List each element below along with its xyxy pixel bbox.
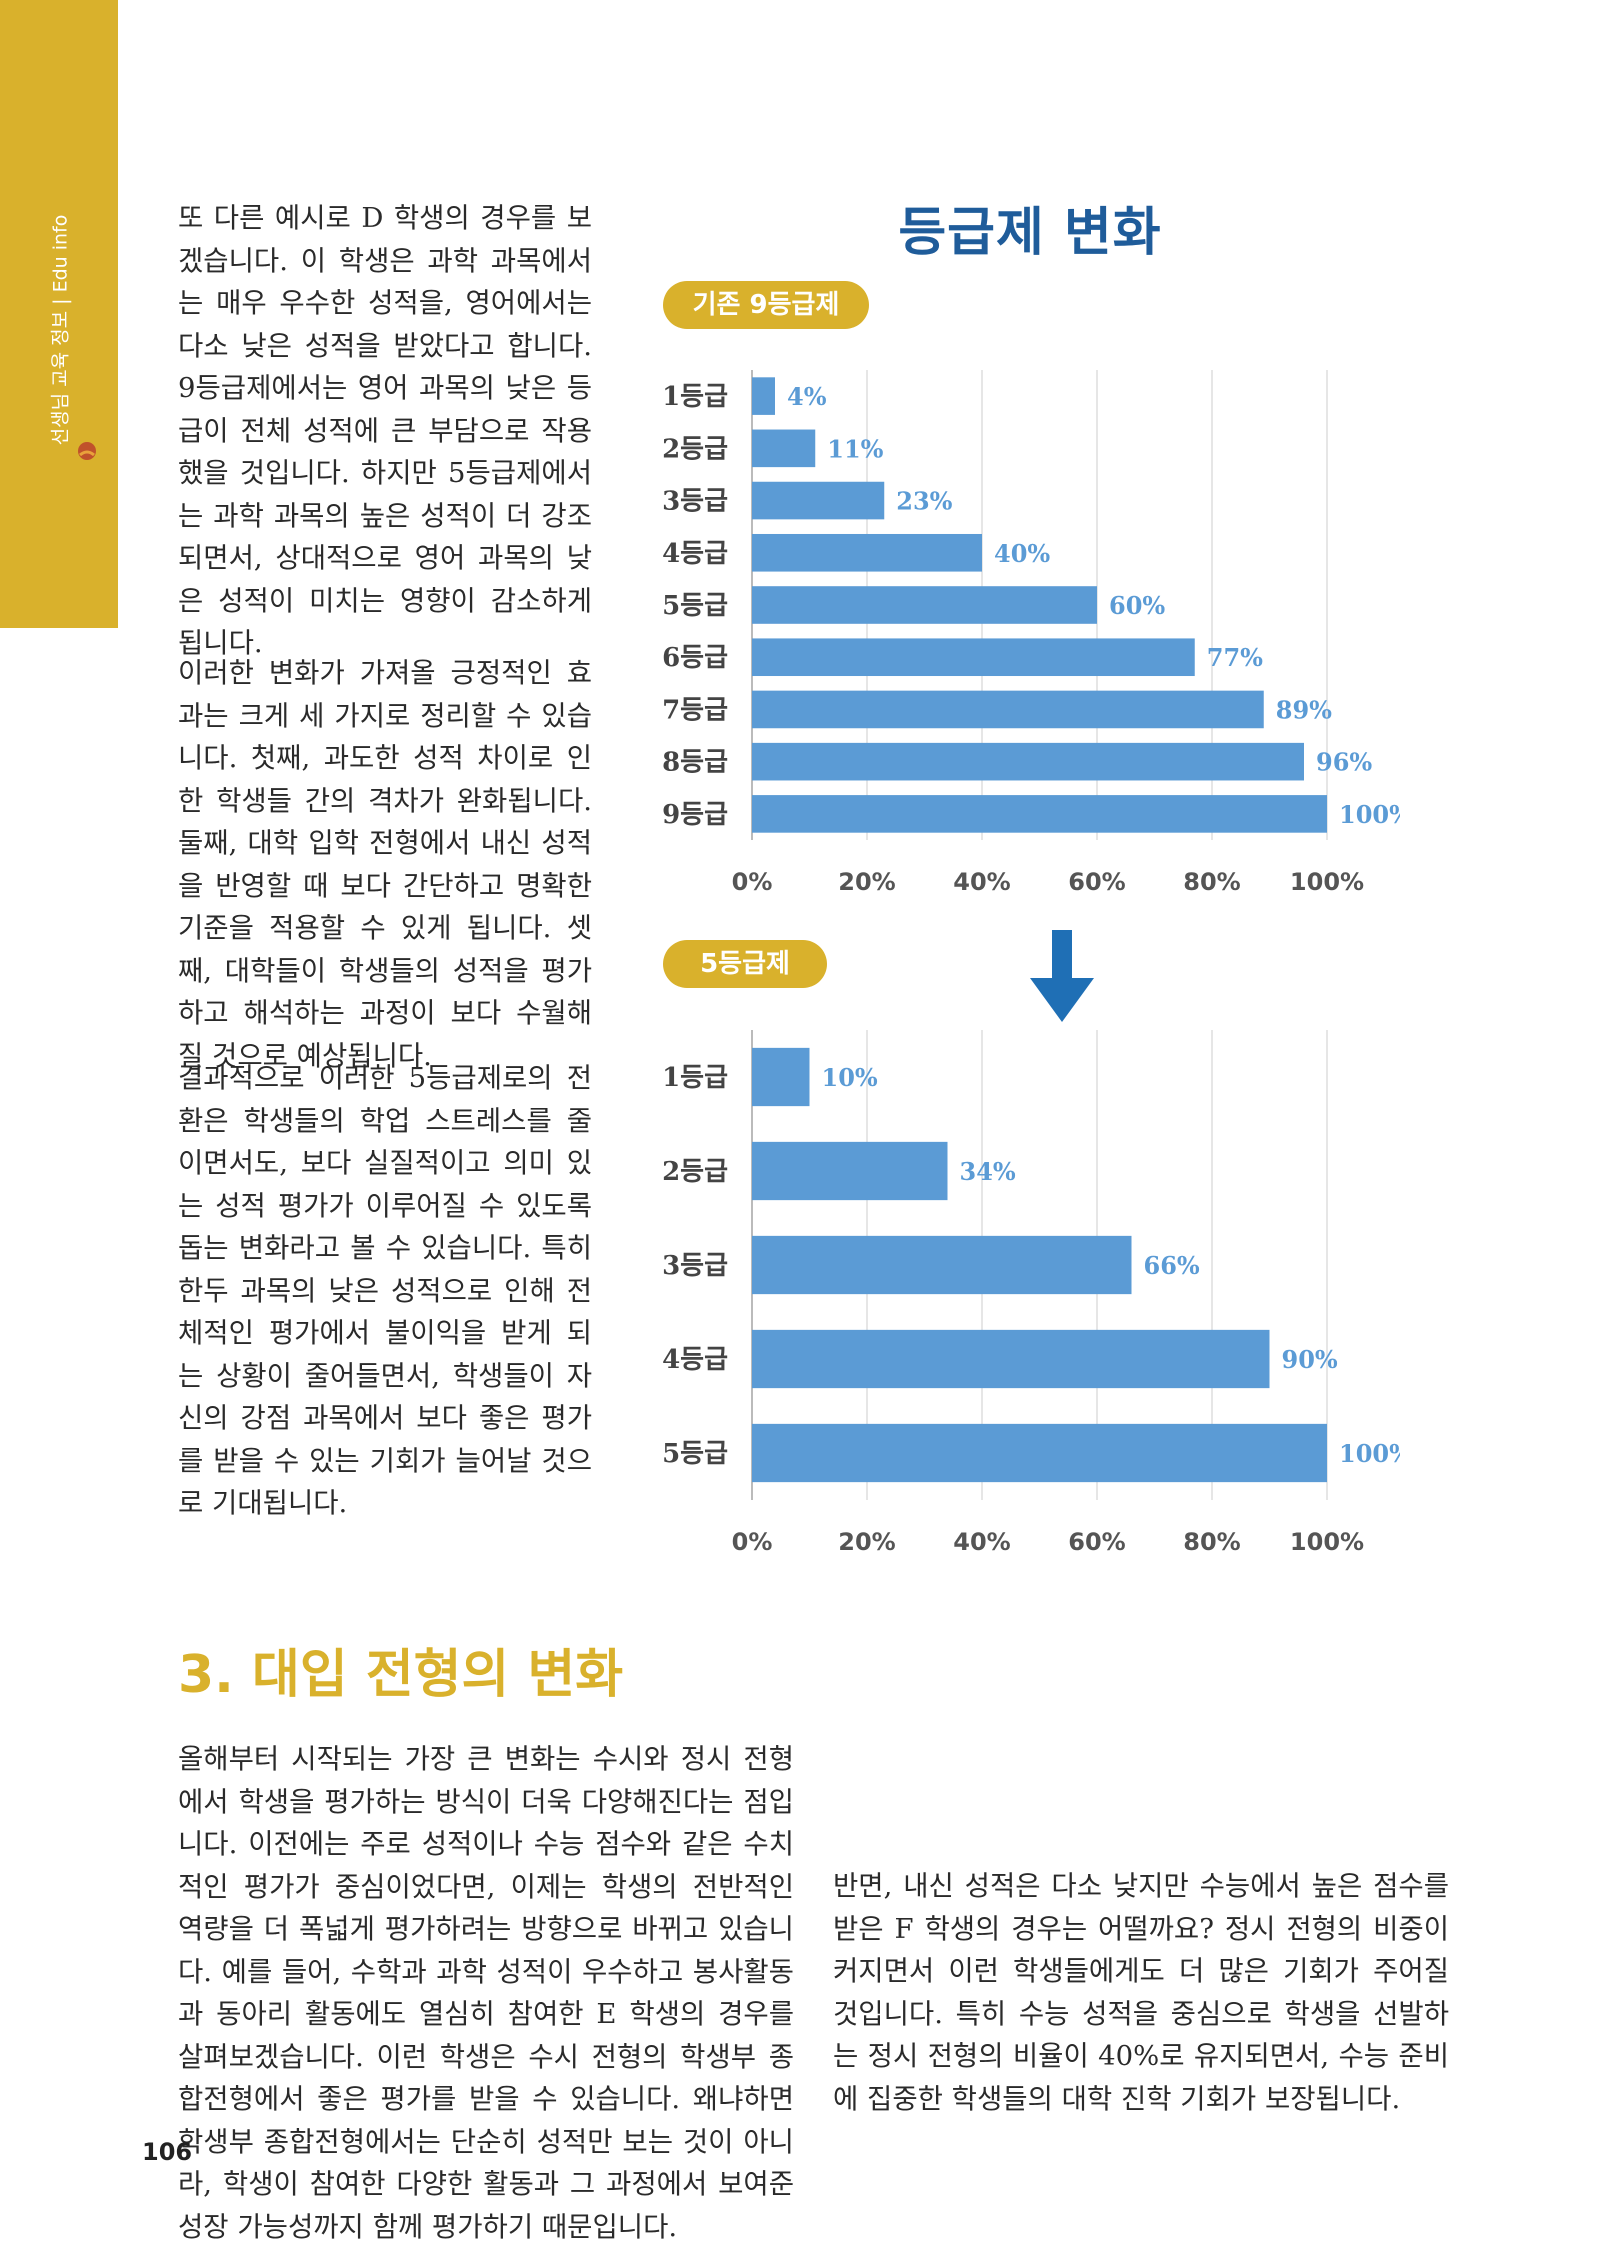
category-label: 9등급 xyxy=(662,800,728,830)
x-tick-label: 0% xyxy=(732,1528,773,1556)
category-label: 3등급 xyxy=(662,487,728,517)
bar xyxy=(752,377,775,415)
bar xyxy=(752,638,1195,677)
x-tick-label: 60% xyxy=(1068,1528,1125,1556)
data-label: 90% xyxy=(1282,1345,1338,1374)
x-tick-label: 100% xyxy=(1290,868,1364,896)
body-paragraph-grade-example: 또 다른 예시로 D 학생의 경우를 보겠습니다. 이 학생은 과학 과목에서는… xyxy=(178,202,592,659)
body-paragraph-positive-effects: 이러한 변화가 가져올 긍정적인 효과는 크게 세 가지로 정리할 수 있습니다… xyxy=(178,657,592,1072)
chart-label-9-grade: 기존 9등급제 xyxy=(663,281,869,329)
x-tick-label: 40% xyxy=(953,868,1010,896)
category-label: 2등급 xyxy=(662,434,728,464)
bar xyxy=(752,1047,810,1107)
data-label: 77% xyxy=(1207,643,1263,672)
x-tick-label: 100% xyxy=(1290,1528,1364,1556)
sun-rise-icon xyxy=(78,442,96,460)
category-label: 1등급 xyxy=(662,382,728,412)
bar xyxy=(752,1423,1327,1483)
section-heading: 3. 대입 전형의 변화 xyxy=(178,1645,624,1705)
down-arrow-icon xyxy=(1030,930,1094,1022)
bar xyxy=(752,742,1304,781)
data-label: 4% xyxy=(787,382,827,411)
x-tick-label: 40% xyxy=(953,1528,1010,1556)
category-label: 3등급 xyxy=(662,1251,728,1281)
figure-title: 등급제 변화 xyxy=(898,203,1162,263)
body-paragraph-admission-change: 올해부터 시작되는 가장 큰 변화는 수시와 정시 전형에서 학생을 평가하는 … xyxy=(178,1743,794,2243)
chart-9-grade-system: 1등급 4% 2등급 11% 3등급 23% 4등급 40% 5등급 60% 6등급 77% 7등급 89… xyxy=(662,370,1400,896)
x-tick-label: 20% xyxy=(838,1528,895,1556)
bar xyxy=(752,1235,1132,1295)
page-number: 106 xyxy=(142,2138,193,2166)
category-label: 4등급 xyxy=(662,539,728,569)
category-label: 1등급 xyxy=(662,1063,728,1093)
data-label: 100% xyxy=(1339,1439,1400,1468)
category-label: 7등급 xyxy=(662,695,728,725)
category-label: 4등급 xyxy=(662,1345,728,1375)
data-label: 60% xyxy=(1109,591,1165,620)
x-tick-label: 0% xyxy=(732,868,773,896)
data-label: 100% xyxy=(1339,800,1400,829)
data-label: 11% xyxy=(827,434,883,463)
x-tick-label: 80% xyxy=(1183,868,1240,896)
category-label: 2등급 xyxy=(662,1157,728,1187)
chart-5-grade-system: 1등급 10% 2등급 34% 3등급 66% 4등급 90% 5등급 100% 0% 20% 40% 6… xyxy=(662,1030,1400,1556)
bar xyxy=(752,1329,1270,1389)
bar xyxy=(752,429,816,468)
data-label: 66% xyxy=(1144,1251,1200,1280)
sidebar-label: 선생님 교육 정보 | Edu info xyxy=(49,214,72,446)
bar xyxy=(752,690,1264,729)
data-label: 40% xyxy=(994,539,1050,568)
category-label: 5등급 xyxy=(662,591,728,621)
x-tick-label: 80% xyxy=(1183,1528,1240,1556)
data-label: 96% xyxy=(1316,748,1372,777)
sidebar-tab: 선생님 교육 정보 | Edu info xyxy=(0,0,118,628)
bar xyxy=(752,533,982,572)
bar xyxy=(752,1141,948,1201)
bar xyxy=(752,795,1327,833)
data-label: 23% xyxy=(896,487,952,516)
data-label: 10% xyxy=(822,1063,878,1092)
data-label: 34% xyxy=(960,1157,1016,1186)
x-tick-label: 60% xyxy=(1068,868,1125,896)
bar xyxy=(752,586,1097,624)
data-label: 89% xyxy=(1276,695,1332,724)
category-label: 8등급 xyxy=(662,748,728,778)
body-paragraph-conclusion: 결과적으로 이러한 5등급제로의 전환은 학생들의 학업 스트레스를 줄이면서도… xyxy=(178,1062,592,1519)
category-label: 5등급 xyxy=(662,1439,728,1469)
bar xyxy=(752,481,885,520)
x-tick-label: 20% xyxy=(838,868,895,896)
body-paragraph-regular-admission: 반면, 내신 성적은 다소 낮지만 수능에서 높은 점수를 받은 F 학생의 경… xyxy=(833,1870,1449,2115)
category-label: 6등급 xyxy=(662,643,728,673)
chart-label-5-grade: 5등급제 xyxy=(663,940,827,988)
